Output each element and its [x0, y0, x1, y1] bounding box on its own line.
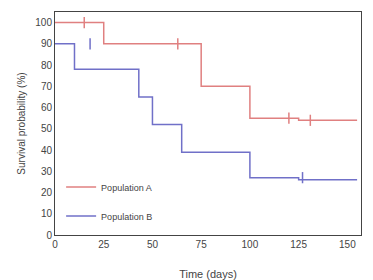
svg-text:Population B: Population B: [101, 212, 152, 222]
svg-text:80: 80: [41, 60, 53, 71]
svg-text:100: 100: [242, 239, 259, 250]
svg-text:150: 150: [339, 239, 356, 250]
svg-text:75: 75: [196, 239, 208, 250]
svg-text:Population A: Population A: [101, 183, 152, 193]
svg-text:50: 50: [41, 123, 53, 134]
svg-text:70: 70: [41, 81, 53, 92]
svg-text:10: 10: [41, 208, 53, 219]
svg-text:20: 20: [41, 187, 53, 198]
svg-text:125: 125: [290, 239, 307, 250]
svg-text:Time (days): Time (days): [179, 268, 237, 280]
svg-text:Survival probability (%): Survival probability (%): [16, 72, 27, 174]
svg-text:50: 50: [147, 239, 159, 250]
svg-text:40: 40: [41, 145, 53, 156]
svg-text:30: 30: [41, 166, 53, 177]
svg-text:60: 60: [41, 102, 53, 113]
svg-text:25: 25: [98, 239, 110, 250]
svg-text:100: 100: [35, 17, 52, 28]
svg-text:0: 0: [46, 230, 52, 241]
svg-text:0: 0: [52, 239, 58, 250]
svg-text:90: 90: [41, 38, 53, 49]
